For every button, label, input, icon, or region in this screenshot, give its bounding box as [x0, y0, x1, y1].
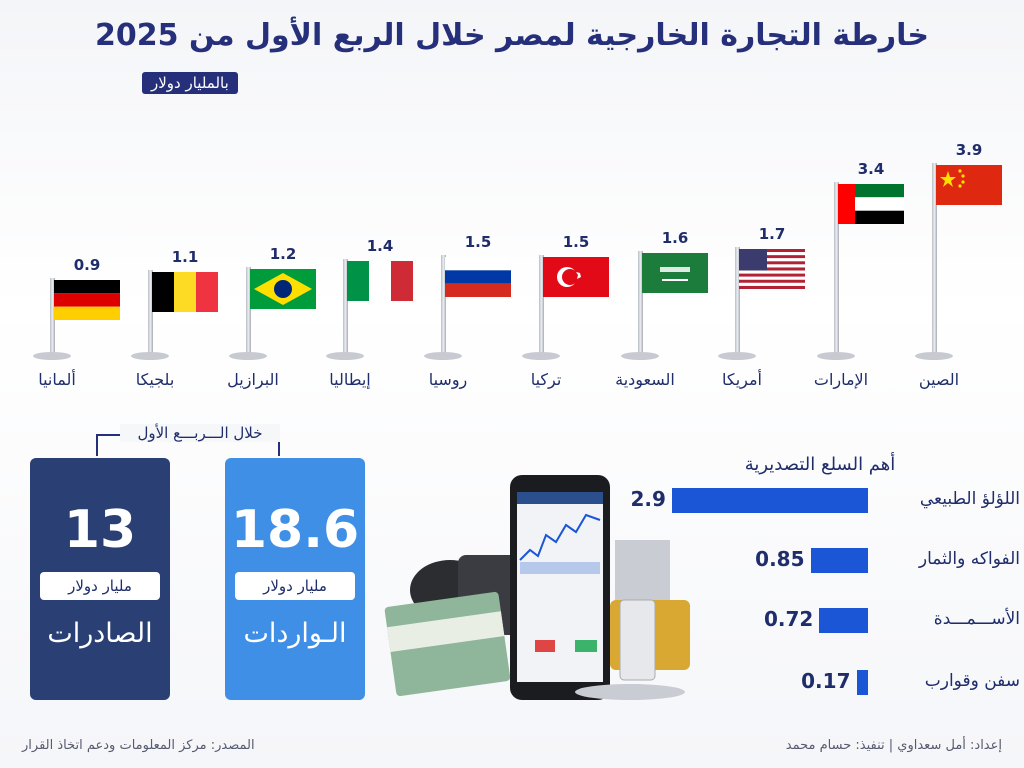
country-label: روسيا	[428, 370, 468, 389]
flag-value: 3.4	[857, 160, 885, 179]
flag-value: 1.4	[366, 236, 394, 255]
flag-value: 1.5	[562, 233, 590, 252]
flag-pole	[539, 255, 544, 354]
flag-base	[229, 352, 267, 360]
flag-pole	[834, 182, 839, 354]
export-bar-value: 0.72	[763, 607, 814, 631]
country-label: أمريكا	[721, 370, 762, 389]
imports-label: الـواردات	[243, 618, 347, 649]
flag-brazil-icon	[250, 268, 316, 309]
flag-belgium-icon	[152, 272, 218, 313]
imports-card: 18.6 مليار دولار الـواردات	[225, 458, 365, 700]
export-bar-label: الفواكه والثمار	[918, 549, 1020, 569]
flag-value: 1.6	[661, 229, 689, 248]
imports-value: 18.6	[230, 500, 360, 560]
flag-value: 1.1	[171, 248, 199, 267]
exports-unit: مليار دولار	[40, 572, 160, 600]
flag-value: 1.5	[464, 233, 492, 252]
flag-base	[817, 352, 855, 360]
country-label: الصين	[918, 370, 960, 389]
country-label: البرازيل	[227, 370, 279, 389]
export-bar	[856, 670, 868, 695]
flag-base	[915, 352, 953, 360]
flag-pole	[932, 163, 937, 354]
export-bar-value: 0.17	[801, 669, 851, 693]
flag-value: 3.9	[955, 141, 983, 160]
flag-germany-icon	[54, 280, 120, 320]
exports-value: 13	[63, 500, 137, 560]
country-label: تركيا	[530, 370, 562, 389]
flag-base	[522, 352, 560, 360]
source: المصدر: مركز المعلومات ودعم اتخاذ القرار	[22, 738, 255, 753]
flag-base	[718, 352, 756, 360]
top-exports-title: أهم السلع التصديرية	[744, 454, 896, 475]
flag-base	[131, 352, 169, 360]
country-label: إيطاليا	[329, 370, 371, 389]
imports-unit: مليار دولار	[235, 572, 355, 600]
export-bar-value: 2.9	[630, 487, 666, 511]
finance-illustration	[384, 475, 690, 700]
exports-card: 13 مليار دولار الصادرات	[30, 458, 170, 700]
flag-pole	[148, 270, 153, 354]
period-label: خلال الـــربـــع الأول	[120, 424, 280, 442]
export-bar-value: 0.85	[755, 547, 805, 571]
flag-pole	[441, 255, 446, 354]
flag-pole	[343, 258, 348, 354]
flag-base	[326, 352, 364, 360]
page-title: خارطة التجارة الخارجية لمصر خلال الربع ا…	[95, 18, 929, 53]
flag-pole	[638, 251, 643, 354]
export-bar	[671, 488, 868, 513]
flag-uae-icon	[838, 184, 904, 225]
flag-base	[424, 352, 462, 360]
unit-badge: بالمليار دولار	[142, 72, 238, 94]
flag-pole	[246, 266, 251, 354]
flag-value: 0.9	[73, 256, 101, 274]
flag-usa-icon	[739, 249, 805, 290]
flag-russia-icon	[445, 257, 511, 298]
export-bar	[819, 608, 868, 633]
export-bar-label: الأســـمـــدة	[933, 609, 1020, 629]
country-label: بلجيكا	[135, 370, 175, 389]
country-label: ألمانيا	[38, 370, 76, 389]
country-label: الإمارات	[813, 370, 869, 389]
flag-base	[33, 352, 71, 360]
flag-base	[621, 352, 659, 360]
flag-pole	[735, 247, 740, 354]
flag-turkey-icon	[543, 257, 609, 298]
flag-china-icon	[936, 165, 1002, 206]
country-label: السعودية	[615, 370, 675, 389]
flag-pole	[50, 278, 55, 354]
exports-label: الصادرات	[47, 618, 153, 649]
export-bar	[810, 548, 868, 573]
credits: إعداد: أمل سعداوي | تنفيذ: حسام محمد	[785, 738, 1002, 753]
flag-value: 1.2	[269, 244, 297, 263]
flag-value: 1.7	[758, 225, 786, 244]
export-bar-label: سفن وقوارب	[924, 671, 1020, 691]
export-bar-label: اللؤلؤ الطبيعي	[919, 489, 1020, 509]
flag-saudi-icon	[642, 253, 708, 294]
flag-italy-icon	[347, 260, 413, 301]
